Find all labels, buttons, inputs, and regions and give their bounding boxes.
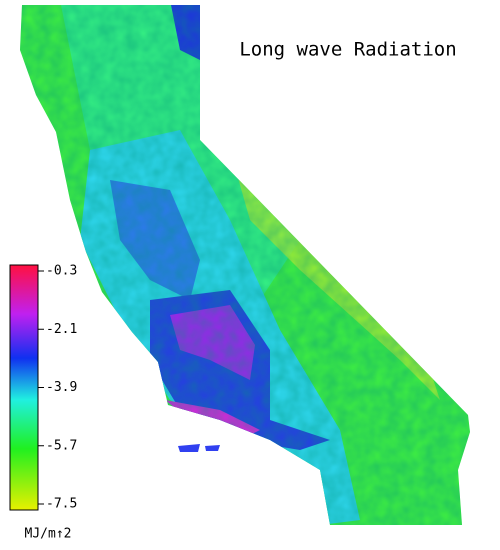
colorbar-tick-label: -2.1: [46, 322, 77, 337]
islands: [178, 444, 220, 452]
map-title: Long wave Radiation: [239, 39, 456, 61]
colorbar-tick-label: -7.5: [46, 497, 77, 512]
colorbar-tick-label: -0.3: [46, 264, 77, 279]
colorbar-unit: MJ/m↑2: [25, 527, 72, 542]
colorbar-tick-label: -3.9: [46, 380, 77, 395]
colorbar-tick-label: -5.7: [46, 438, 77, 453]
colorbar: [9, 264, 39, 511]
